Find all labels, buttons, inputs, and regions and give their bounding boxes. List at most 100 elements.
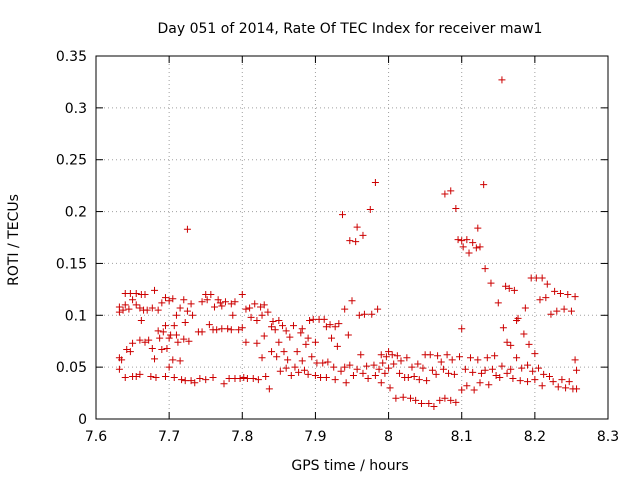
data-point [172, 311, 180, 319]
y-tick-label: 0.3 [65, 101, 87, 117]
data-point [474, 224, 482, 232]
data-point [485, 381, 493, 389]
data-point [425, 399, 433, 407]
data-point [547, 310, 555, 318]
data-point [341, 363, 349, 371]
data-point [302, 340, 310, 348]
data-point [202, 376, 210, 384]
data-point [498, 362, 506, 370]
data-point [143, 306, 151, 314]
data-point [538, 382, 546, 390]
data-point [265, 385, 273, 393]
data-point [196, 375, 204, 383]
data-point [243, 375, 251, 383]
data-point [432, 370, 440, 378]
data-point [491, 352, 499, 360]
data-point [151, 355, 159, 363]
data-point [366, 205, 374, 213]
data-point [242, 338, 250, 346]
data-point [370, 361, 378, 369]
data-point [414, 360, 422, 368]
data-point [483, 354, 491, 362]
data-point [374, 305, 382, 313]
data-point [161, 372, 169, 380]
data-point [322, 323, 330, 331]
data-point [510, 286, 518, 294]
data-point [461, 365, 469, 373]
data-point [118, 356, 126, 364]
data-point [344, 331, 352, 339]
data-point [514, 314, 522, 322]
data-point [407, 394, 415, 402]
data-point [360, 310, 368, 318]
data-point [235, 326, 243, 334]
data-point [353, 223, 361, 231]
data-point [525, 340, 533, 348]
data-point [191, 379, 199, 387]
y-tick-label: 0.05 [56, 360, 87, 376]
data-point [338, 211, 346, 219]
data-point [565, 378, 573, 386]
data-point [428, 366, 436, 374]
data-point [355, 311, 363, 319]
data-point [129, 339, 137, 347]
data-point [452, 398, 460, 406]
data-point [445, 369, 453, 377]
data-point [337, 367, 345, 375]
x-tick-label: 7.8 [231, 429, 253, 445]
data-point [364, 375, 372, 383]
y-tick-label: 0.35 [56, 49, 87, 65]
data-point [553, 307, 561, 315]
y-axis-label: ROTI / TECUs [6, 194, 22, 286]
data-point [404, 374, 412, 382]
data-point [205, 321, 213, 329]
data-point [121, 301, 129, 309]
data-point [410, 372, 418, 380]
data-point [311, 371, 319, 379]
data-point [571, 356, 579, 364]
data-point [531, 376, 539, 384]
data-point [174, 338, 182, 346]
data-point [529, 367, 537, 375]
data-point [273, 353, 281, 361]
data-point [447, 396, 455, 404]
data-point [249, 375, 257, 383]
data-point [126, 348, 134, 356]
data-point [371, 371, 379, 379]
data-point [280, 348, 288, 356]
data-point [161, 294, 169, 302]
data-point [538, 274, 546, 282]
data-point [207, 291, 215, 299]
data-point [469, 239, 477, 247]
y-tick-label: 0 [78, 412, 87, 428]
data-point [170, 322, 178, 330]
data-point [377, 379, 385, 387]
x-tick-label: 7.6 [85, 429, 107, 445]
data-point [430, 403, 438, 411]
data-point [353, 365, 361, 373]
data-point [458, 325, 466, 333]
data-point [240, 374, 248, 382]
data-point [136, 304, 144, 312]
data-point [549, 378, 557, 386]
data-point [169, 356, 177, 364]
data-point [341, 305, 349, 313]
data-point [456, 353, 464, 361]
data-point [466, 354, 474, 362]
data-point [231, 298, 239, 306]
data-point [282, 364, 290, 372]
data-point [502, 282, 510, 290]
data-point [287, 371, 295, 379]
data-point [326, 321, 334, 329]
data-point [359, 231, 367, 239]
data-point [437, 358, 445, 366]
data-point [180, 296, 188, 304]
data-point [275, 338, 283, 346]
data-point [289, 322, 297, 330]
data-point [346, 237, 354, 245]
data-point [258, 354, 266, 362]
data-point [331, 323, 339, 331]
data-point [229, 311, 237, 319]
